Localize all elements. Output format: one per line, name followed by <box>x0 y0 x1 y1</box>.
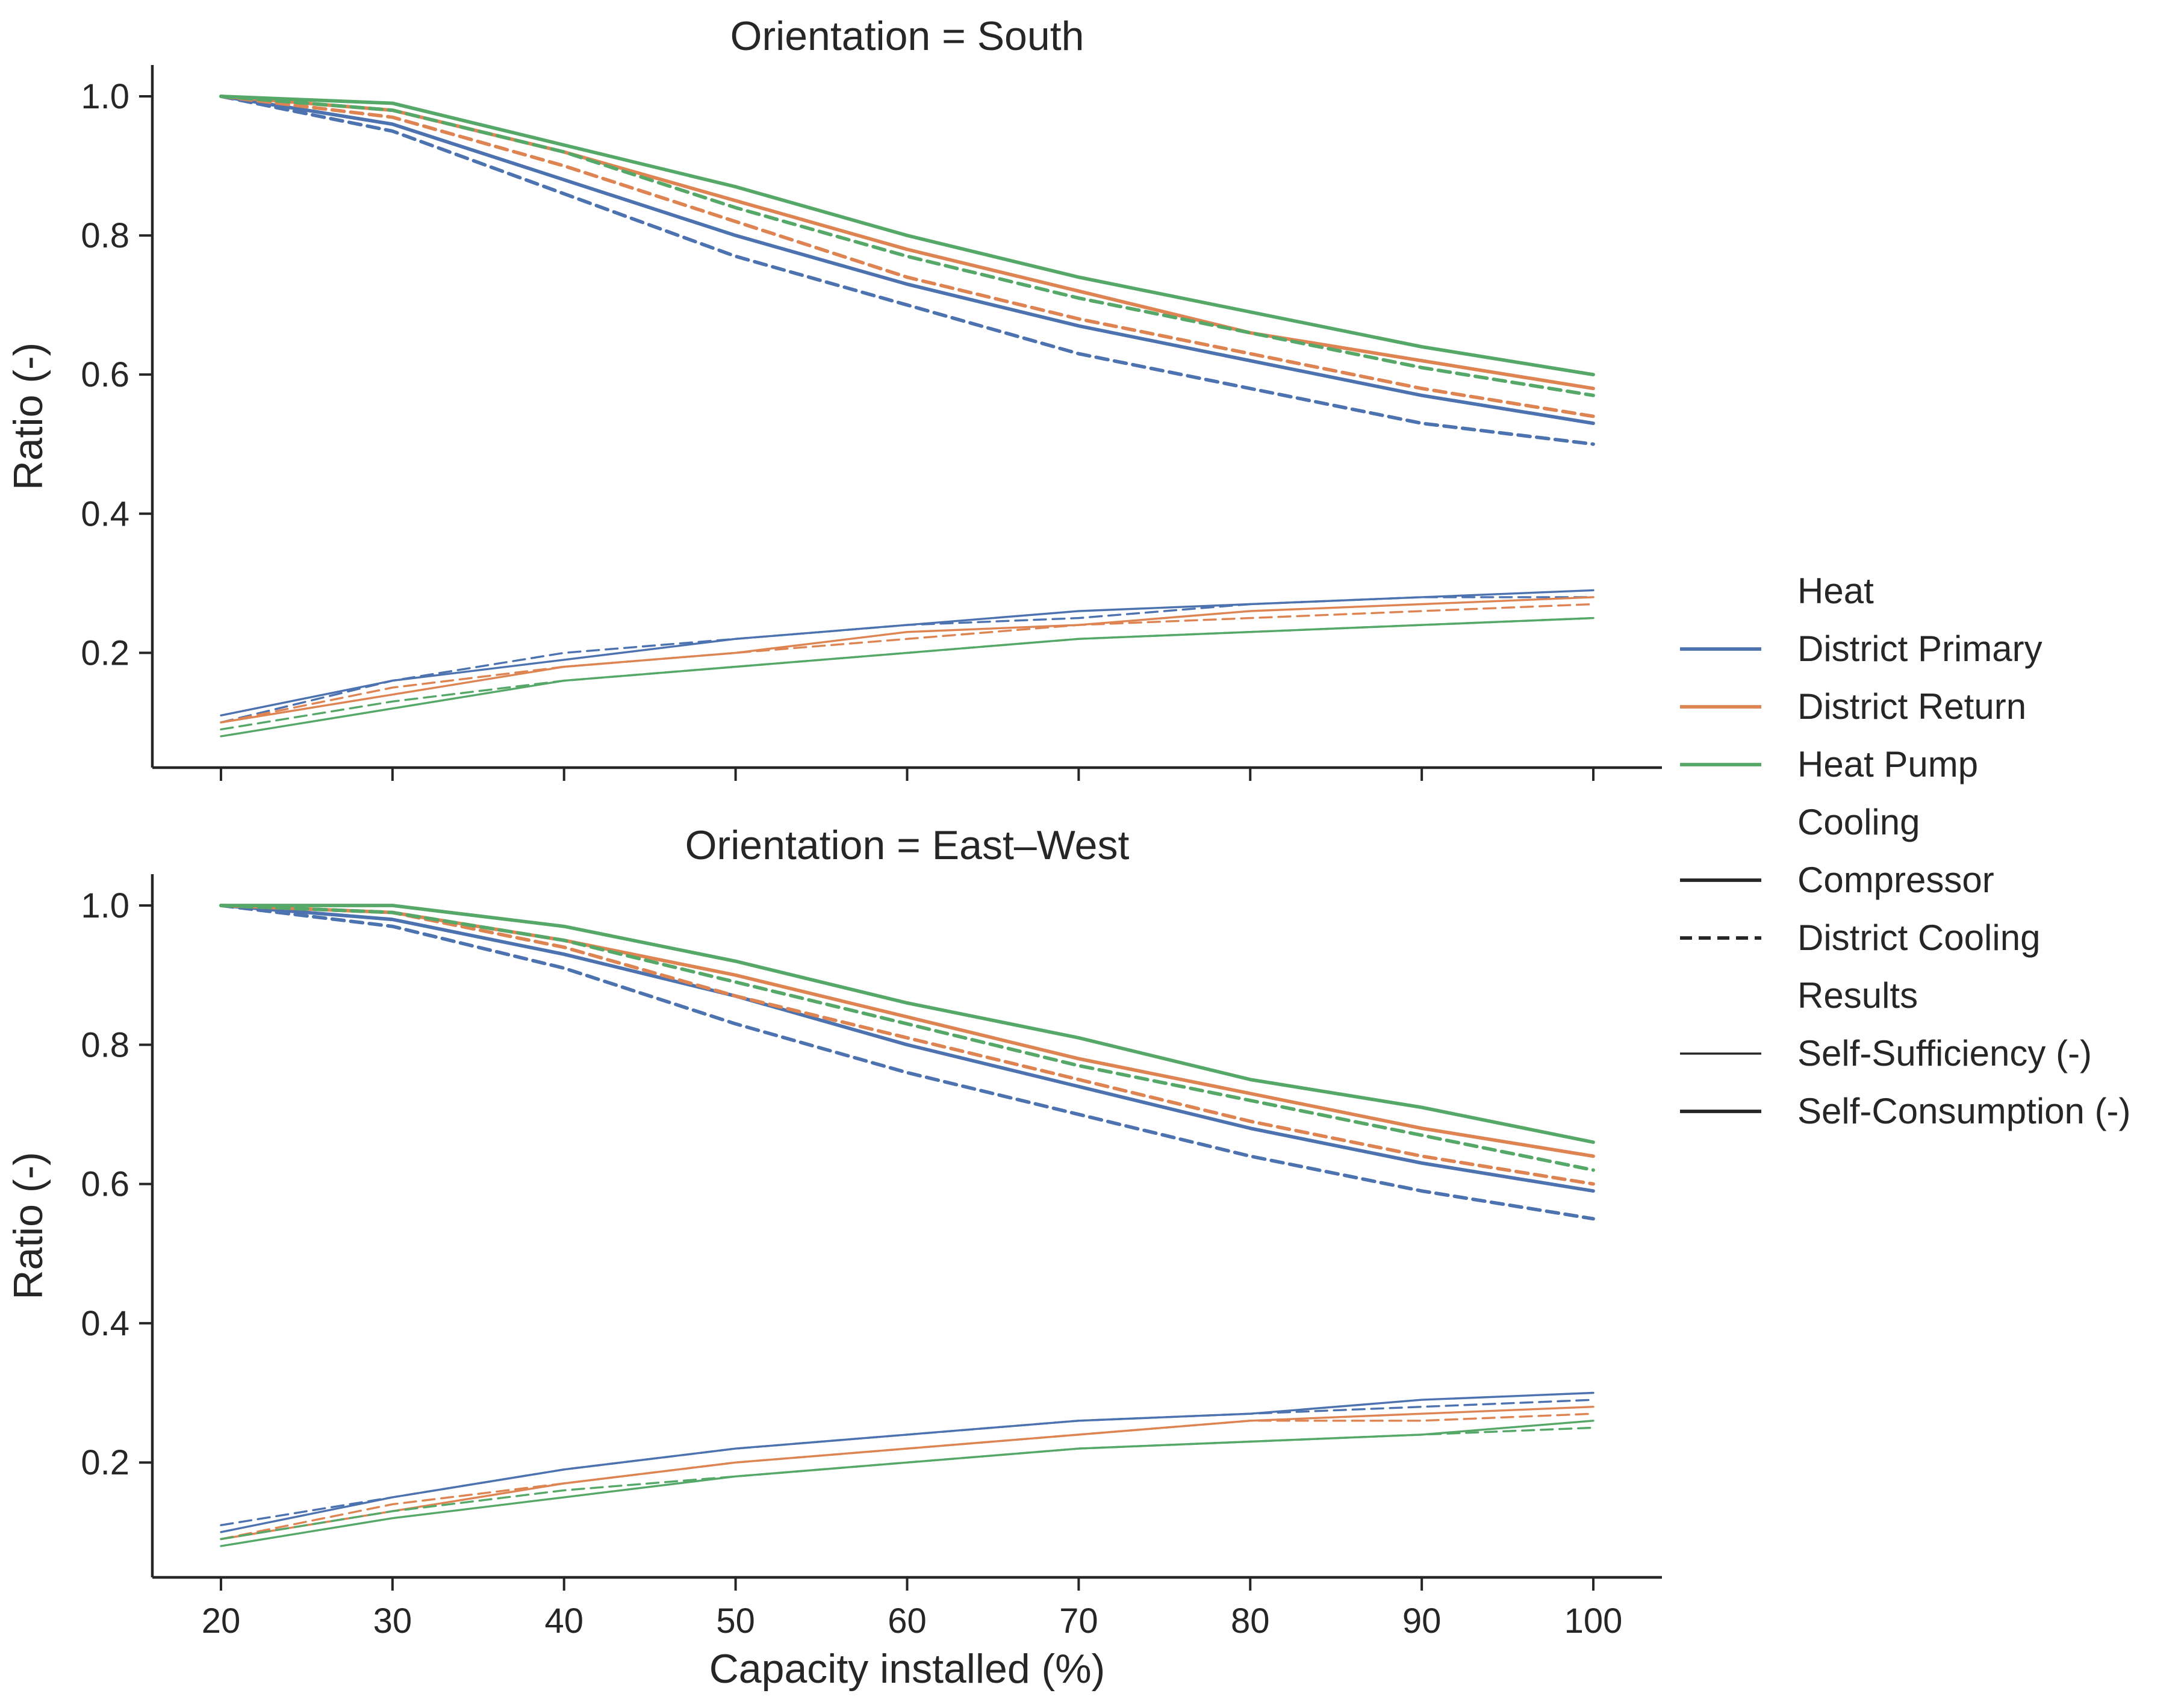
series-group <box>219 904 1595 1547</box>
legend-label-district-primary: District Primary <box>1797 629 2042 669</box>
legend: Heat District Primary District Return Heat … <box>1680 571 2131 1131</box>
x-tick-label: 70 <box>1059 1601 1098 1641</box>
series-line-district-return-compressor-self-sufficiency <box>220 596 1594 724</box>
y-axis-label: Ratio (-) <box>5 1152 51 1300</box>
x-tick-label: 20 <box>202 1601 241 1641</box>
legend-label-compressor: Compressor <box>1797 860 1994 900</box>
x-tick-label: 100 <box>1564 1601 1623 1641</box>
y-tick-label: 0.4 <box>81 1304 129 1343</box>
series-line-district-return-district-cooling-self-consumption <box>219 95 1595 418</box>
legend-label-heat-pump: Heat Pump <box>1797 744 1978 784</box>
series-group <box>219 95 1595 738</box>
legend-section-title-heat: Heat <box>1797 571 1874 611</box>
panel-2: Orientation = East–West 0.2 0.4 0.6 0.8 1.0 Ra… <box>5 822 1662 1591</box>
legend-section-title-results: Results <box>1797 975 1918 1016</box>
x-axis-label: Capacity installed (%) <box>709 1646 1106 1692</box>
series-line-district-primary-district-cooling-self-sufficiency <box>220 596 1594 724</box>
series-line-heat-pump-compressor-self-consumption <box>219 904 1595 1144</box>
legend-label-district-return: District Return <box>1797 686 2026 727</box>
y-tick-label: 1.0 <box>81 77 129 116</box>
series-line-heat-pump-district-cooling-self-sufficiency <box>220 616 1594 731</box>
y-tick-label: 0.8 <box>81 216 129 255</box>
x-tick-label: 80 <box>1231 1601 1270 1641</box>
y-tick-label: 0.2 <box>81 633 129 672</box>
series-line-heat-pump-district-cooling-self-consumption <box>219 95 1595 397</box>
legend-label-self-consumption: Self-Consumption (-) <box>1797 1091 2131 1131</box>
y-tick-label: 0.4 <box>81 494 129 533</box>
x-tick-label: 90 <box>1402 1601 1442 1641</box>
series-line-district-primary-district-cooling-self-consumption <box>219 904 1595 1221</box>
x-tick-label: 60 <box>888 1601 927 1641</box>
y-axis-label: Ratio (-) <box>5 343 51 491</box>
panel-title: Orientation = East–West <box>685 822 1130 868</box>
series-line-district-primary-district-cooling-self-consumption <box>219 95 1595 446</box>
x-tick-label: 50 <box>716 1601 755 1641</box>
series-line-heat-pump-compressor-self-consumption <box>219 95 1595 377</box>
series-line-district-return-compressor-self-consumption <box>219 904 1595 1158</box>
series-line-district-primary-compressor-self-consumption <box>219 904 1595 1193</box>
y-tick-label: 0.2 <box>81 1443 129 1482</box>
series-line-heat-pump-compressor-self-sufficiency <box>220 1420 1594 1547</box>
shared-x-axis: 20 30 40 50 60 70 80 90 100 Capacity installed (%… <box>202 1601 1623 1692</box>
panel-title: Orientation = South <box>730 13 1084 59</box>
series-line-heat-pump-district-cooling-self-sufficiency <box>220 1426 1594 1541</box>
legend-label-self-sufficiency: Self-Sufficiency (-) <box>1797 1033 2092 1073</box>
y-tick-label: 0.6 <box>81 355 129 394</box>
y-tick-label: 0.8 <box>81 1025 129 1064</box>
series-line-heat-pump-district-cooling-self-consumption <box>219 904 1595 1172</box>
series-line-district-return-district-cooling-self-sufficiency <box>220 603 1594 724</box>
series-line-district-return-compressor-self-sufficiency <box>220 1405 1594 1541</box>
series-line-district-return-compressor-self-consumption <box>219 95 1595 391</box>
legend-section-title-cooling: Cooling <box>1797 802 1920 842</box>
panel-1: Orientation = South 0.2 0.4 0.6 0.8 1.0 Ratio … <box>5 13 1662 781</box>
y-tick-label: 1.0 <box>81 886 129 925</box>
series-line-district-return-district-cooling-self-consumption <box>219 904 1595 1186</box>
x-tick-label: 30 <box>373 1601 412 1641</box>
y-tick-label: 0.6 <box>81 1165 129 1204</box>
legend-label-district-cooling: District Cooling <box>1797 918 2040 958</box>
series-line-district-primary-compressor-self-consumption <box>219 95 1595 425</box>
x-tick-label: 40 <box>544 1601 583 1641</box>
panels-layer: Orientation = South 0.2 0.4 0.6 0.8 1.0 Ratio … <box>5 13 1662 1591</box>
series-line-district-return-district-cooling-self-sufficiency <box>220 1412 1594 1541</box>
series-line-district-primary-district-cooling-self-sufficiency <box>220 1399 1594 1527</box>
